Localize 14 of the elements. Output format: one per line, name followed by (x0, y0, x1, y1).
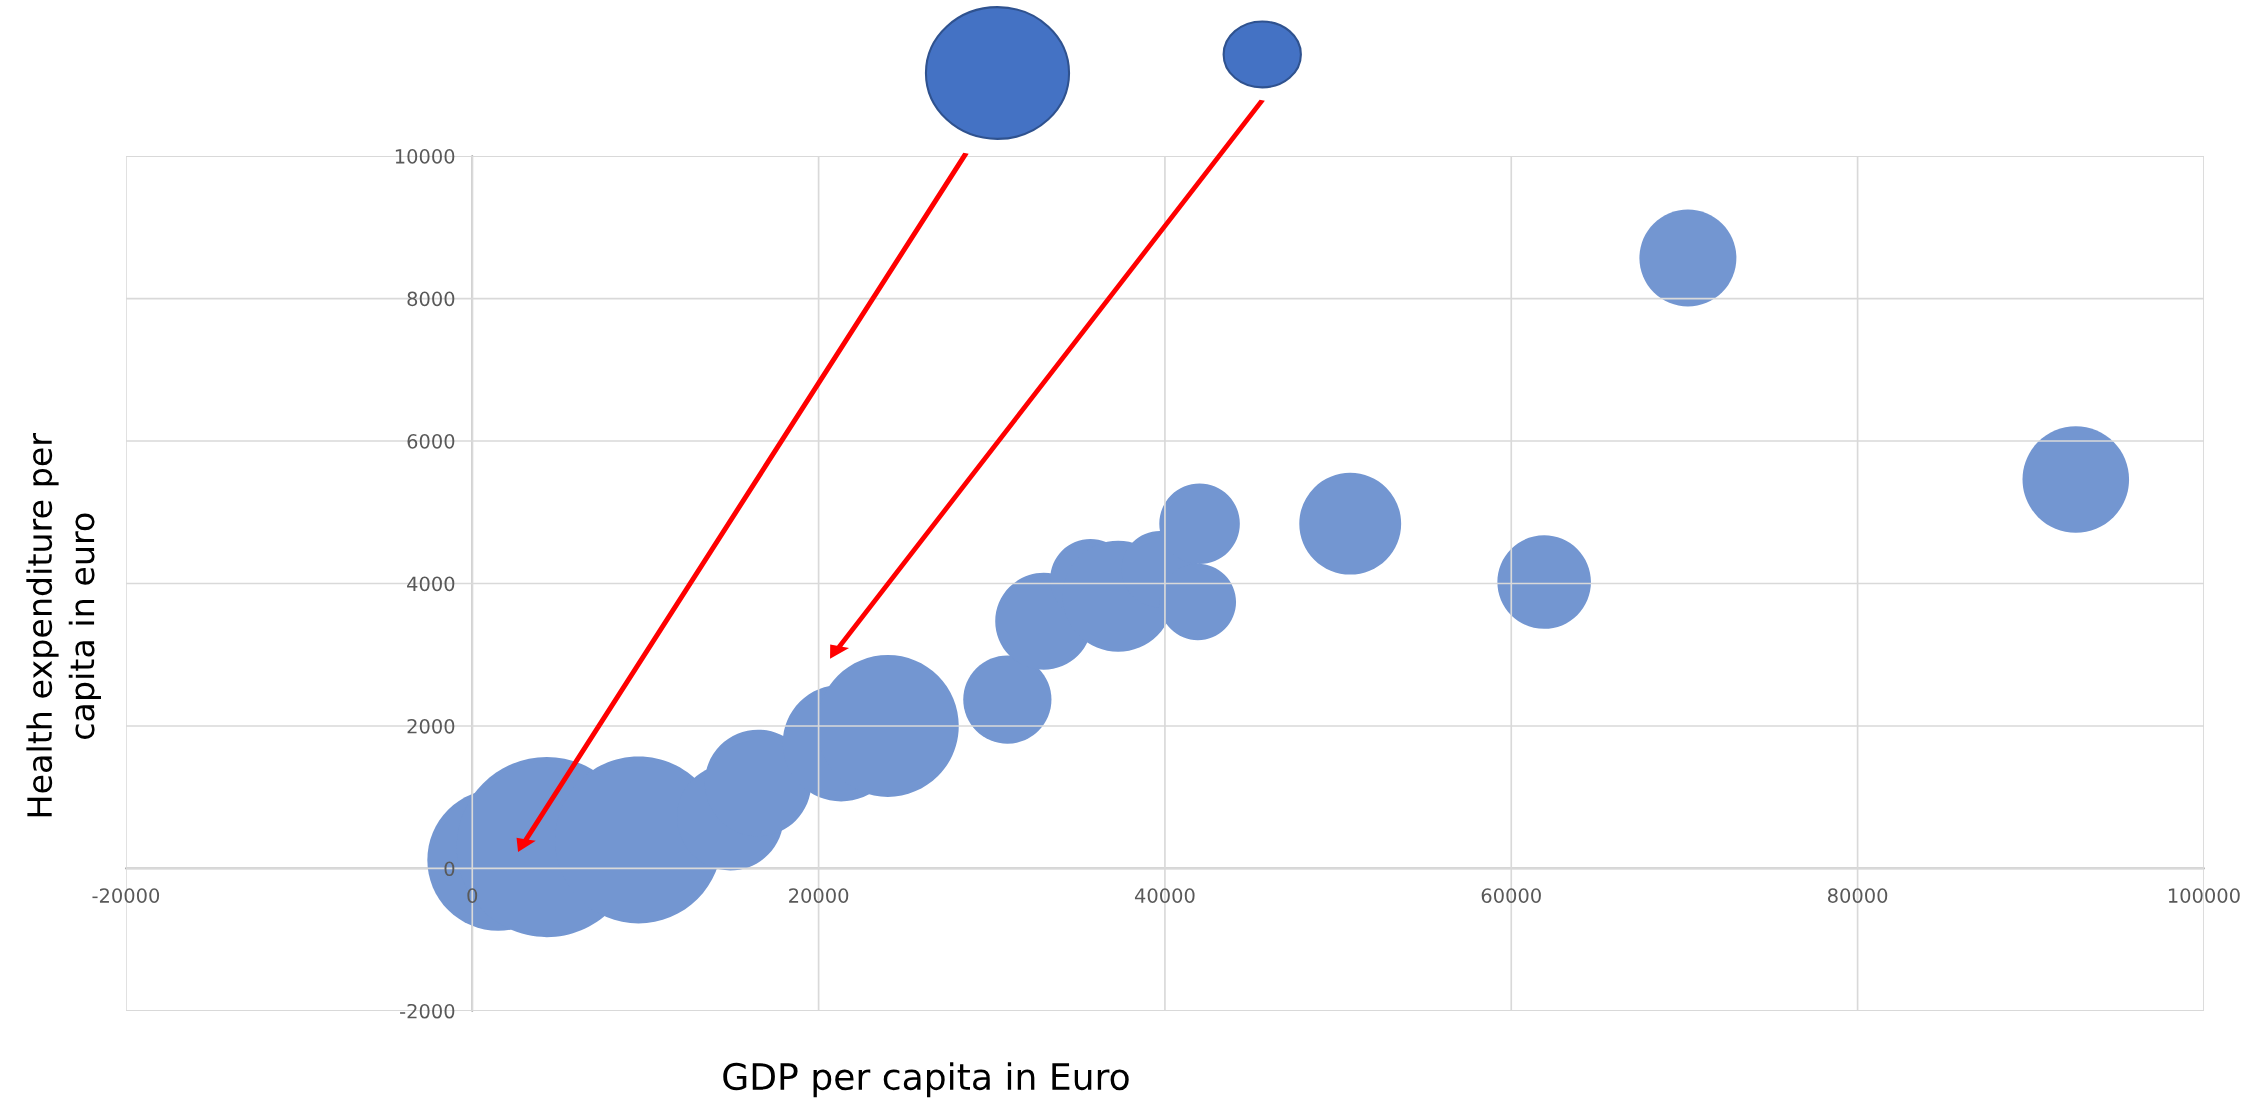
x-axis-title: GDP per capita in Euro (723, 1062, 1129, 1098)
y-tick-label: 4000 (407, 576, 455, 592)
x-tick-label: -20000 (92, 888, 160, 903)
y-tick-label: 8000 (407, 291, 455, 307)
x-tick-label: 100000 (2168, 888, 2240, 903)
x-tick-label: 40000 (1134, 888, 1195, 903)
y-tick-label: -2000 (400, 1003, 455, 1019)
y-tick-label: 6000 (407, 433, 455, 449)
y-axis-title: Health expenditure per capita in euro (26, 432, 101, 817)
y-tick-label: 10000 (395, 149, 455, 164)
x-tick-label: 20000 (789, 888, 849, 903)
x-tick-label: 80000 (1827, 888, 1888, 903)
x-tick-label: 60000 (1481, 888, 1541, 903)
y-tick-label: 2000 (407, 718, 455, 734)
